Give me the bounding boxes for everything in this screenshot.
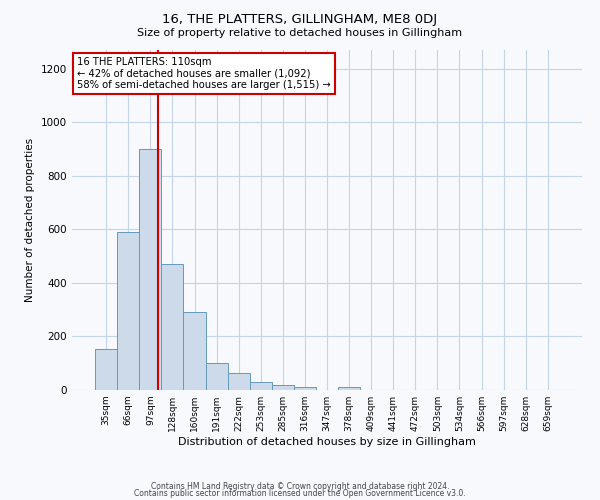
Text: Contains HM Land Registry data © Crown copyright and database right 2024.: Contains HM Land Registry data © Crown c… xyxy=(151,482,449,491)
Bar xyxy=(294,386,316,390)
X-axis label: Distribution of detached houses by size in Gillingham: Distribution of detached houses by size … xyxy=(178,437,476,447)
Text: Size of property relative to detached houses in Gillingham: Size of property relative to detached ho… xyxy=(137,28,463,38)
Bar xyxy=(227,372,250,390)
Text: Contains public sector information licensed under the Open Government Licence v3: Contains public sector information licen… xyxy=(134,490,466,498)
Bar xyxy=(250,382,272,390)
Bar xyxy=(139,149,161,390)
Bar xyxy=(161,264,184,390)
Y-axis label: Number of detached properties: Number of detached properties xyxy=(25,138,35,302)
Bar xyxy=(184,312,206,390)
Text: 16, THE PLATTERS, GILLINGHAM, ME8 0DJ: 16, THE PLATTERS, GILLINGHAM, ME8 0DJ xyxy=(163,12,437,26)
Bar xyxy=(117,232,139,390)
Bar xyxy=(206,363,227,390)
Bar xyxy=(338,388,360,390)
Text: 16 THE PLATTERS: 110sqm
← 42% of detached houses are smaller (1,092)
58% of semi: 16 THE PLATTERS: 110sqm ← 42% of detache… xyxy=(77,57,331,90)
Bar xyxy=(95,348,117,390)
Bar xyxy=(272,386,294,390)
